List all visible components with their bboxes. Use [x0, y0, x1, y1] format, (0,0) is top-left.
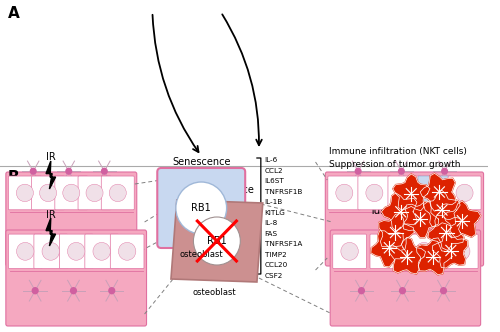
Polygon shape [46, 161, 56, 189]
Circle shape [194, 217, 240, 265]
FancyBboxPatch shape [6, 230, 146, 326]
FancyBboxPatch shape [407, 234, 441, 269]
Text: IL6ST: IL6ST [264, 178, 284, 184]
Circle shape [176, 182, 226, 234]
Polygon shape [171, 200, 263, 282]
Polygon shape [378, 213, 414, 250]
FancyBboxPatch shape [85, 234, 118, 269]
Circle shape [399, 287, 406, 294]
Text: TIMP2: TIMP2 [264, 252, 286, 258]
Circle shape [118, 242, 136, 260]
FancyBboxPatch shape [326, 172, 484, 266]
Polygon shape [382, 193, 417, 231]
Text: Senescence: Senescence [172, 157, 231, 167]
FancyBboxPatch shape [388, 176, 421, 210]
FancyBboxPatch shape [444, 234, 478, 269]
Text: B: B [8, 170, 20, 185]
Circle shape [441, 168, 448, 175]
Circle shape [109, 184, 126, 202]
Circle shape [396, 184, 413, 202]
Circle shape [63, 184, 80, 202]
Circle shape [16, 184, 34, 202]
Polygon shape [403, 202, 438, 238]
Text: IL-8: IL-8 [264, 220, 278, 226]
Text: No Senescence: No Senescence [180, 185, 254, 195]
Text: osteoblast: osteoblast [192, 288, 236, 297]
Circle shape [42, 242, 60, 260]
FancyBboxPatch shape [358, 176, 391, 210]
Circle shape [70, 287, 77, 294]
FancyBboxPatch shape [102, 176, 134, 210]
FancyBboxPatch shape [78, 176, 111, 210]
Circle shape [426, 184, 443, 202]
Circle shape [93, 242, 110, 260]
Polygon shape [444, 201, 480, 238]
Text: Tumor growth: Tumor growth [370, 206, 442, 216]
Text: Suppression of tumor growth: Suppression of tumor growth [329, 160, 460, 169]
Text: IL-1B: IL-1B [264, 199, 283, 205]
Text: CSF2: CSF2 [264, 273, 283, 279]
Circle shape [40, 184, 56, 202]
Polygon shape [420, 173, 456, 211]
Circle shape [452, 242, 470, 260]
Polygon shape [389, 237, 426, 274]
FancyBboxPatch shape [55, 176, 88, 210]
Text: KITLG: KITLG [264, 210, 285, 216]
Polygon shape [432, 232, 468, 268]
Circle shape [378, 242, 396, 260]
Circle shape [86, 184, 103, 202]
Polygon shape [46, 218, 56, 246]
Text: TNFRSF1A: TNFRSF1A [264, 241, 302, 247]
Text: Immune infiltration (NKT cells): Immune infiltration (NKT cells) [329, 147, 467, 156]
Text: CCL20: CCL20 [264, 263, 288, 269]
Circle shape [336, 184, 353, 202]
FancyBboxPatch shape [6, 172, 137, 266]
Circle shape [366, 184, 383, 202]
FancyBboxPatch shape [448, 176, 481, 210]
Circle shape [30, 168, 36, 175]
Text: RB1: RB1 [207, 236, 227, 246]
FancyBboxPatch shape [110, 234, 144, 269]
FancyBboxPatch shape [34, 234, 68, 269]
Circle shape [416, 242, 432, 260]
Text: IL-6: IL-6 [264, 157, 278, 163]
Circle shape [354, 168, 362, 175]
FancyBboxPatch shape [60, 234, 93, 269]
Text: TNFRSF1B: TNFRSF1B [264, 189, 302, 195]
Polygon shape [371, 231, 406, 267]
Polygon shape [424, 190, 460, 227]
Circle shape [456, 184, 473, 202]
Circle shape [341, 242, 358, 260]
Circle shape [358, 287, 365, 294]
FancyBboxPatch shape [330, 230, 480, 326]
FancyBboxPatch shape [418, 176, 451, 210]
FancyBboxPatch shape [328, 176, 361, 210]
Text: IR: IR [46, 210, 56, 220]
Circle shape [66, 168, 72, 175]
Circle shape [101, 168, 108, 175]
Circle shape [108, 287, 116, 294]
Polygon shape [428, 215, 464, 252]
FancyBboxPatch shape [370, 234, 404, 269]
Text: IR: IR [46, 152, 56, 162]
Circle shape [16, 242, 34, 260]
FancyBboxPatch shape [418, 176, 451, 210]
FancyBboxPatch shape [8, 176, 42, 210]
Text: CCL2: CCL2 [264, 168, 283, 174]
FancyBboxPatch shape [333, 234, 366, 269]
FancyBboxPatch shape [8, 234, 42, 269]
Circle shape [32, 287, 39, 294]
Polygon shape [393, 174, 430, 211]
Circle shape [398, 168, 405, 175]
FancyBboxPatch shape [32, 176, 64, 210]
Text: RB1: RB1 [192, 203, 211, 213]
Circle shape [440, 287, 447, 294]
Text: FAS: FAS [264, 231, 278, 237]
Circle shape [68, 242, 85, 260]
Text: osteoblast: osteoblast [180, 250, 223, 259]
Polygon shape [416, 238, 452, 275]
Text: A: A [8, 6, 20, 21]
FancyBboxPatch shape [158, 168, 245, 248]
